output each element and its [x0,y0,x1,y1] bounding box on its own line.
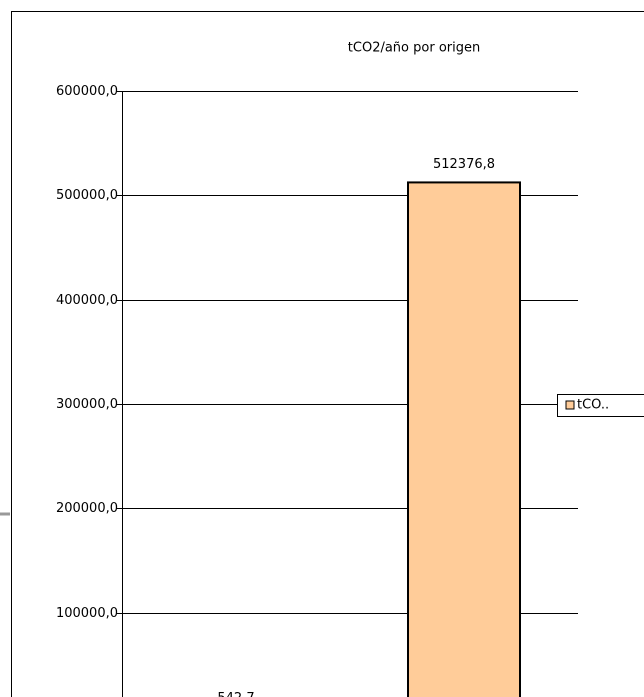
chart-title: tCO2/año por origen [348,41,480,56]
value-label: 512376,8 [433,157,495,172]
y-tick-label: 600000,0 [56,84,118,99]
y-tick-label: 100000,0 [56,606,118,621]
y-tick-label: 200000,0 [56,501,118,516]
y-tick-label: 400000,0 [56,293,118,308]
y-tick-label: 500000,0 [56,188,118,203]
legend-label: tCO.. [577,398,609,413]
legend-box [557,394,644,417]
chart-border [11,11,644,697]
legend-swatch [565,400,575,410]
value-label: 542,7 [217,691,254,697]
bar [407,181,521,697]
y-tick-label: 300000,0 [56,397,118,412]
